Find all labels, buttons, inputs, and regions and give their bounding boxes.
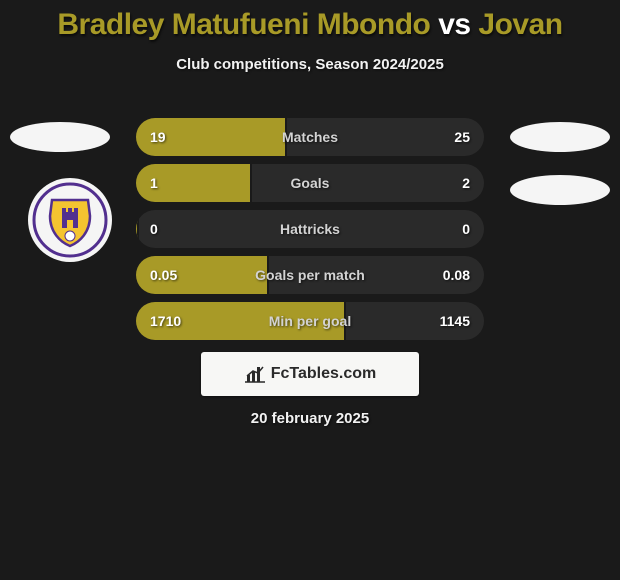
- player1-club-badge: [28, 178, 112, 262]
- fctables-watermark: FcTables.com: [201, 352, 419, 396]
- player2-name: Jovan: [478, 8, 562, 41]
- player1-name: Bradley Matufueni Mbondo: [57, 8, 430, 41]
- stat-row-mpg: Min per goal1710 1145: [136, 302, 484, 340]
- stat-label: Goals per match: [136, 267, 484, 283]
- stat-value-right: 1145: [440, 313, 470, 329]
- bar-chart-icon: [244, 365, 266, 383]
- player2-avatar-placeholder: [510, 122, 610, 152]
- vs-text: vs: [438, 8, 478, 41]
- stat-label: Min per goal: [136, 313, 484, 329]
- stat-value-right: 25: [454, 129, 470, 145]
- stat-value-right: 0.08: [443, 267, 470, 283]
- stat-row-goals: Goals1 2: [136, 164, 484, 202]
- subtitle: Club competitions, Season 2024/2025: [0, 56, 620, 73]
- h2h-infographic: Bradley Matufueni Mbondo vs Jovan Club c…: [0, 0, 620, 580]
- maribor-badge-icon: [32, 182, 108, 258]
- stat-value-left: 1: [150, 175, 158, 191]
- watermark-text: FcTables.com: [271, 365, 377, 383]
- stat-row-hattricks: Hattricks0 0: [136, 210, 484, 248]
- snapshot-date: 20 february 2025: [0, 410, 620, 427]
- player1-avatar-placeholder: [10, 122, 110, 152]
- player2-club-placeholder: [510, 175, 610, 205]
- stat-label: Hattricks: [136, 221, 484, 237]
- stat-value-left: 1710: [150, 313, 181, 329]
- stat-value-left: 0: [150, 221, 158, 237]
- main-title: Bradley Matufueni Mbondo vs Jovan: [0, 8, 620, 42]
- stat-label: Matches: [136, 129, 484, 145]
- stat-value-right: 0: [462, 221, 470, 237]
- stat-label: Goals: [136, 175, 484, 191]
- stat-value-right: 2: [462, 175, 470, 191]
- stat-value-left: 19: [150, 129, 166, 145]
- stat-row-matches: Matches19 25: [136, 118, 484, 156]
- stat-value-left: 0.05: [150, 267, 177, 283]
- stat-row-gpm: Goals per match0.05 0.08: [136, 256, 484, 294]
- stats-block: Matches19 25 Goals1 2 Hattricks0 0 Goals per m…: [136, 118, 484, 348]
